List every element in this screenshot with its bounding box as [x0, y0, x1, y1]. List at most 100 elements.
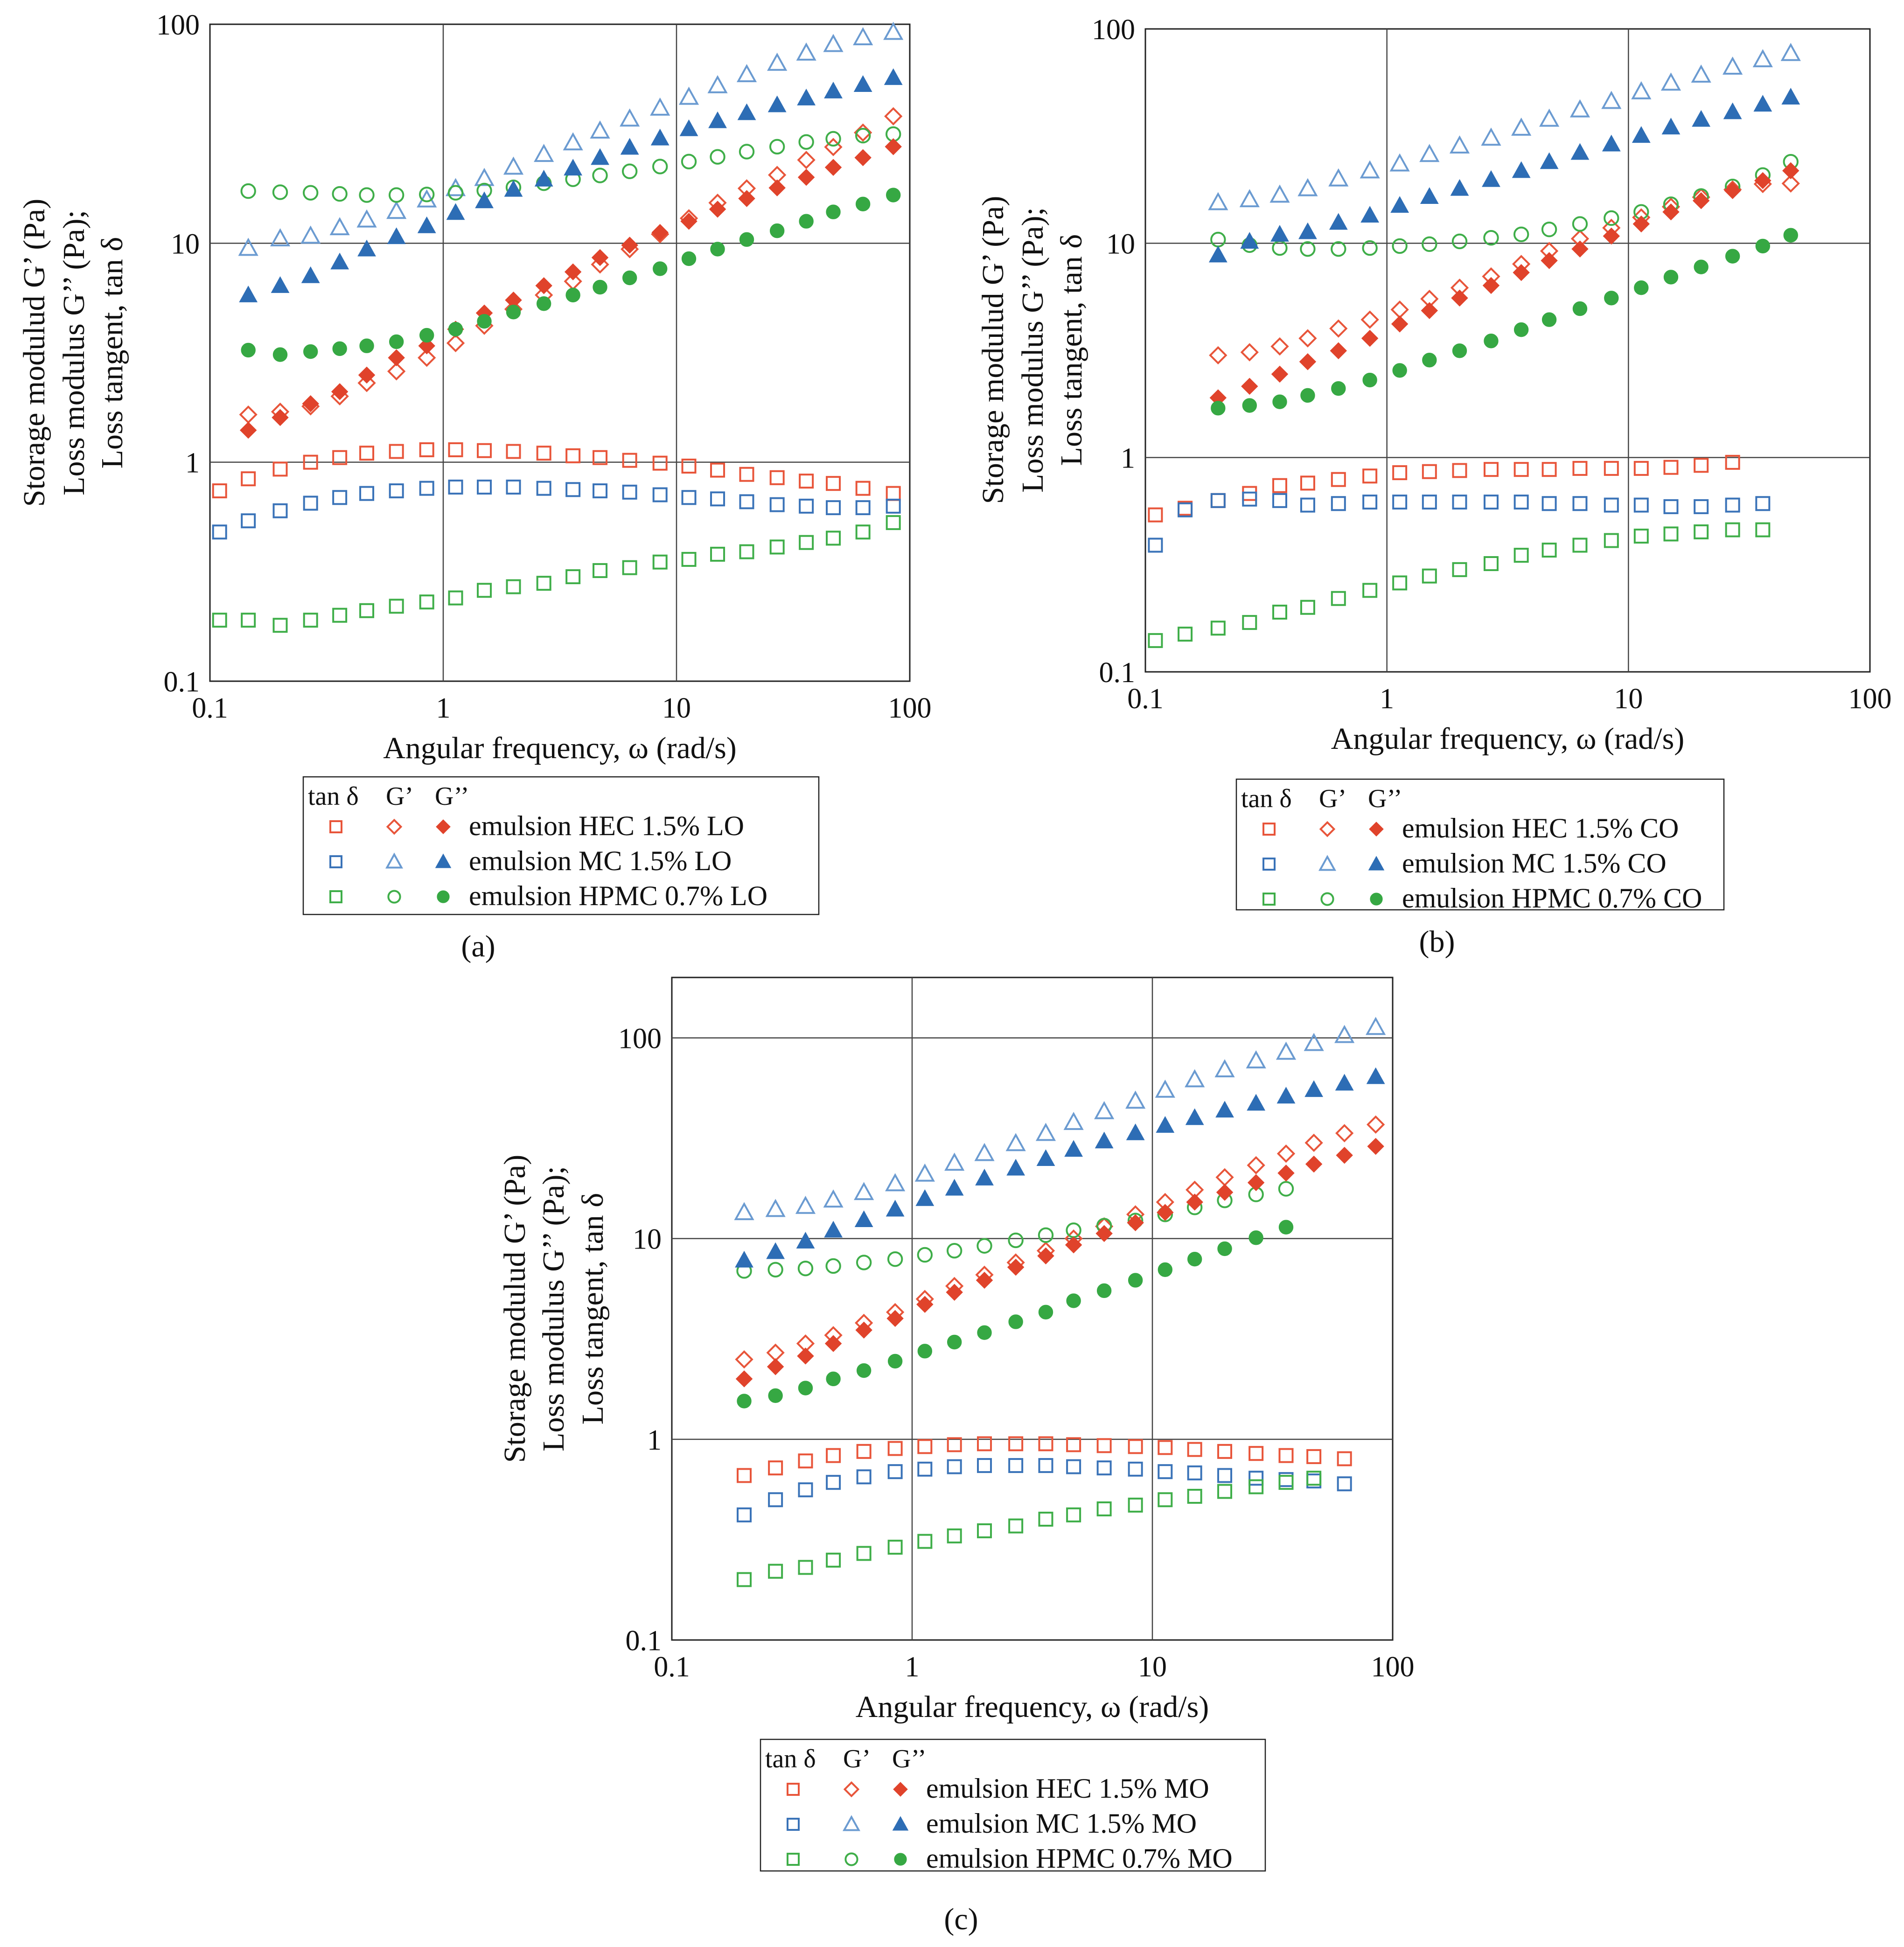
data-point — [1278, 1448, 1294, 1463]
data-point — [799, 535, 814, 550]
data-point — [1242, 398, 1257, 413]
data-point — [1422, 464, 1437, 479]
data-point — [1187, 1488, 1202, 1504]
series-hpmc-g- — [1210, 154, 1799, 257]
data-point — [1240, 343, 1259, 362]
data-point — [1632, 215, 1650, 233]
legend-marker — [1319, 821, 1336, 837]
data-point — [1158, 1492, 1173, 1507]
data-point — [1272, 604, 1287, 620]
x-tick-label: 10 — [662, 692, 691, 724]
data-point — [735, 1370, 753, 1388]
x-tick-label: 0.1 — [192, 692, 228, 724]
data-point — [241, 342, 256, 358]
data-point — [1187, 1442, 1202, 1457]
data-point — [1187, 1465, 1202, 1480]
data-point — [1451, 289, 1468, 307]
data-point — [359, 446, 375, 461]
series-mc-g- — [734, 1017, 1386, 1221]
x-tick-label: 100 — [1848, 683, 1892, 715]
data-point — [419, 442, 434, 457]
chart-panel-2: 0.1 1 10 100 0.1 1 10 100 Angular frequency, ω (… — [976, 14, 1892, 959]
data-point — [1248, 1471, 1264, 1486]
data-point — [212, 483, 227, 499]
data-point — [1422, 568, 1437, 584]
data-point — [917, 1439, 933, 1454]
data-point — [885, 1173, 906, 1192]
data-point — [795, 1195, 816, 1214]
data-point — [1276, 1041, 1297, 1060]
data-point — [799, 474, 814, 489]
x-tick-label: 10 — [1138, 1651, 1167, 1683]
data-point — [1604, 461, 1619, 476]
x-tick-label: 1 — [1380, 683, 1394, 715]
data-point — [1571, 240, 1589, 258]
data-point — [241, 613, 256, 628]
y-tick-label: 1 — [647, 1424, 662, 1456]
data-point — [1277, 1165, 1295, 1182]
data-point — [976, 1271, 993, 1289]
data-point — [1452, 463, 1467, 478]
data-point — [853, 27, 873, 45]
legend-marker — [1318, 855, 1336, 871]
data-point — [590, 120, 610, 139]
data-point — [1335, 1124, 1354, 1143]
data-point — [1725, 454, 1740, 470]
legend-marker — [329, 820, 342, 833]
legend-marker — [329, 890, 342, 903]
data-point — [332, 607, 348, 623]
data-point — [1513, 264, 1530, 281]
legend-box — [760, 1738, 1266, 1872]
legend-marker — [435, 853, 452, 868]
data-point — [1304, 1080, 1324, 1097]
data-point — [1272, 478, 1287, 493]
data-point — [768, 1563, 783, 1579]
data-point — [976, 1238, 992, 1254]
data-point — [1513, 322, 1529, 337]
data-point — [739, 494, 754, 509]
data-point — [1155, 1079, 1175, 1098]
data-point — [357, 374, 376, 392]
data-point — [652, 554, 668, 570]
data-point — [388, 349, 405, 366]
data-point — [1661, 118, 1681, 135]
legend-header: tan δ — [765, 1745, 816, 1773]
data-point — [1038, 1305, 1053, 1320]
x-tick-label: 100 — [1371, 1651, 1415, 1683]
data-point — [563, 132, 583, 151]
data-point — [357, 239, 376, 257]
data-point — [1272, 493, 1287, 508]
legend-entry: emulsion MC 1.5% LO — [469, 845, 732, 876]
data-point — [1305, 1155, 1323, 1173]
y-tick-label: 0.1 — [626, 1625, 662, 1657]
data-point — [1007, 1258, 1025, 1276]
legend-box — [302, 776, 820, 915]
data-point — [1008, 1314, 1023, 1329]
data-point — [886, 498, 901, 514]
data-point — [975, 1168, 994, 1186]
data-point — [303, 344, 318, 359]
data-point — [387, 362, 406, 381]
data-point — [1216, 1184, 1234, 1201]
legend-marker — [787, 1853, 800, 1866]
data-point — [1392, 495, 1408, 510]
data-point — [1483, 230, 1499, 246]
data-point — [826, 500, 841, 516]
data-point — [1217, 1444, 1233, 1459]
data-point — [917, 1534, 933, 1549]
legend-marker — [329, 855, 342, 868]
data-point — [1187, 1252, 1202, 1267]
legend-marker — [1369, 822, 1384, 837]
data-point — [798, 1560, 813, 1575]
data-point — [564, 263, 582, 280]
data-point — [1037, 1247, 1054, 1264]
data-point — [593, 563, 608, 578]
data-point — [448, 442, 463, 457]
data-point — [536, 481, 551, 496]
data-point — [1094, 1101, 1115, 1119]
data-point — [1329, 213, 1348, 230]
data-point — [883, 21, 904, 40]
data-point — [386, 201, 407, 219]
data-point — [1336, 1146, 1353, 1164]
data-point — [1178, 627, 1193, 642]
